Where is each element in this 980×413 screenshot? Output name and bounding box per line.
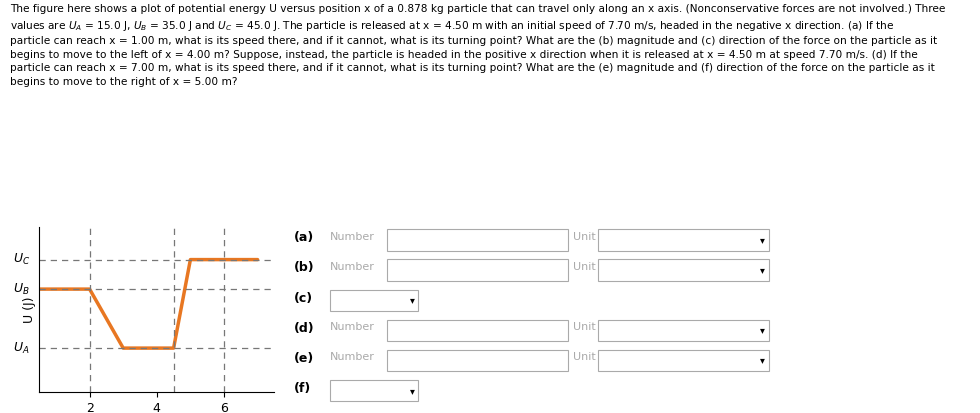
Text: ▾: ▾ (410, 386, 415, 396)
Text: Unit: Unit (573, 352, 596, 362)
Text: $U_C$: $U_C$ (13, 252, 29, 267)
Text: ▾: ▾ (760, 265, 764, 275)
Text: The figure here shows a plot of potential energy U versus position x of a 0.878 : The figure here shows a plot of potentia… (10, 4, 945, 87)
Text: ▾: ▾ (760, 235, 764, 245)
Text: Unit: Unit (573, 262, 596, 272)
Text: ▾: ▾ (410, 295, 415, 305)
Text: $U_A$: $U_A$ (14, 341, 29, 356)
Text: Number: Number (330, 352, 375, 362)
Y-axis label: U (J): U (J) (24, 297, 36, 323)
Text: (d): (d) (294, 322, 315, 335)
Text: Unit: Unit (573, 232, 596, 242)
Text: ▾: ▾ (760, 356, 764, 366)
Text: (b): (b) (294, 261, 315, 274)
Text: (a): (a) (294, 231, 315, 244)
Text: Unit: Unit (573, 322, 596, 332)
Text: (c): (c) (294, 292, 314, 304)
Text: $U_B$: $U_B$ (13, 282, 29, 297)
Text: ▾: ▾ (760, 325, 764, 335)
Text: Number: Number (330, 262, 375, 272)
Text: (e): (e) (294, 352, 315, 365)
Text: Number: Number (330, 322, 375, 332)
Text: (f): (f) (294, 382, 312, 395)
Text: Number: Number (330, 232, 375, 242)
